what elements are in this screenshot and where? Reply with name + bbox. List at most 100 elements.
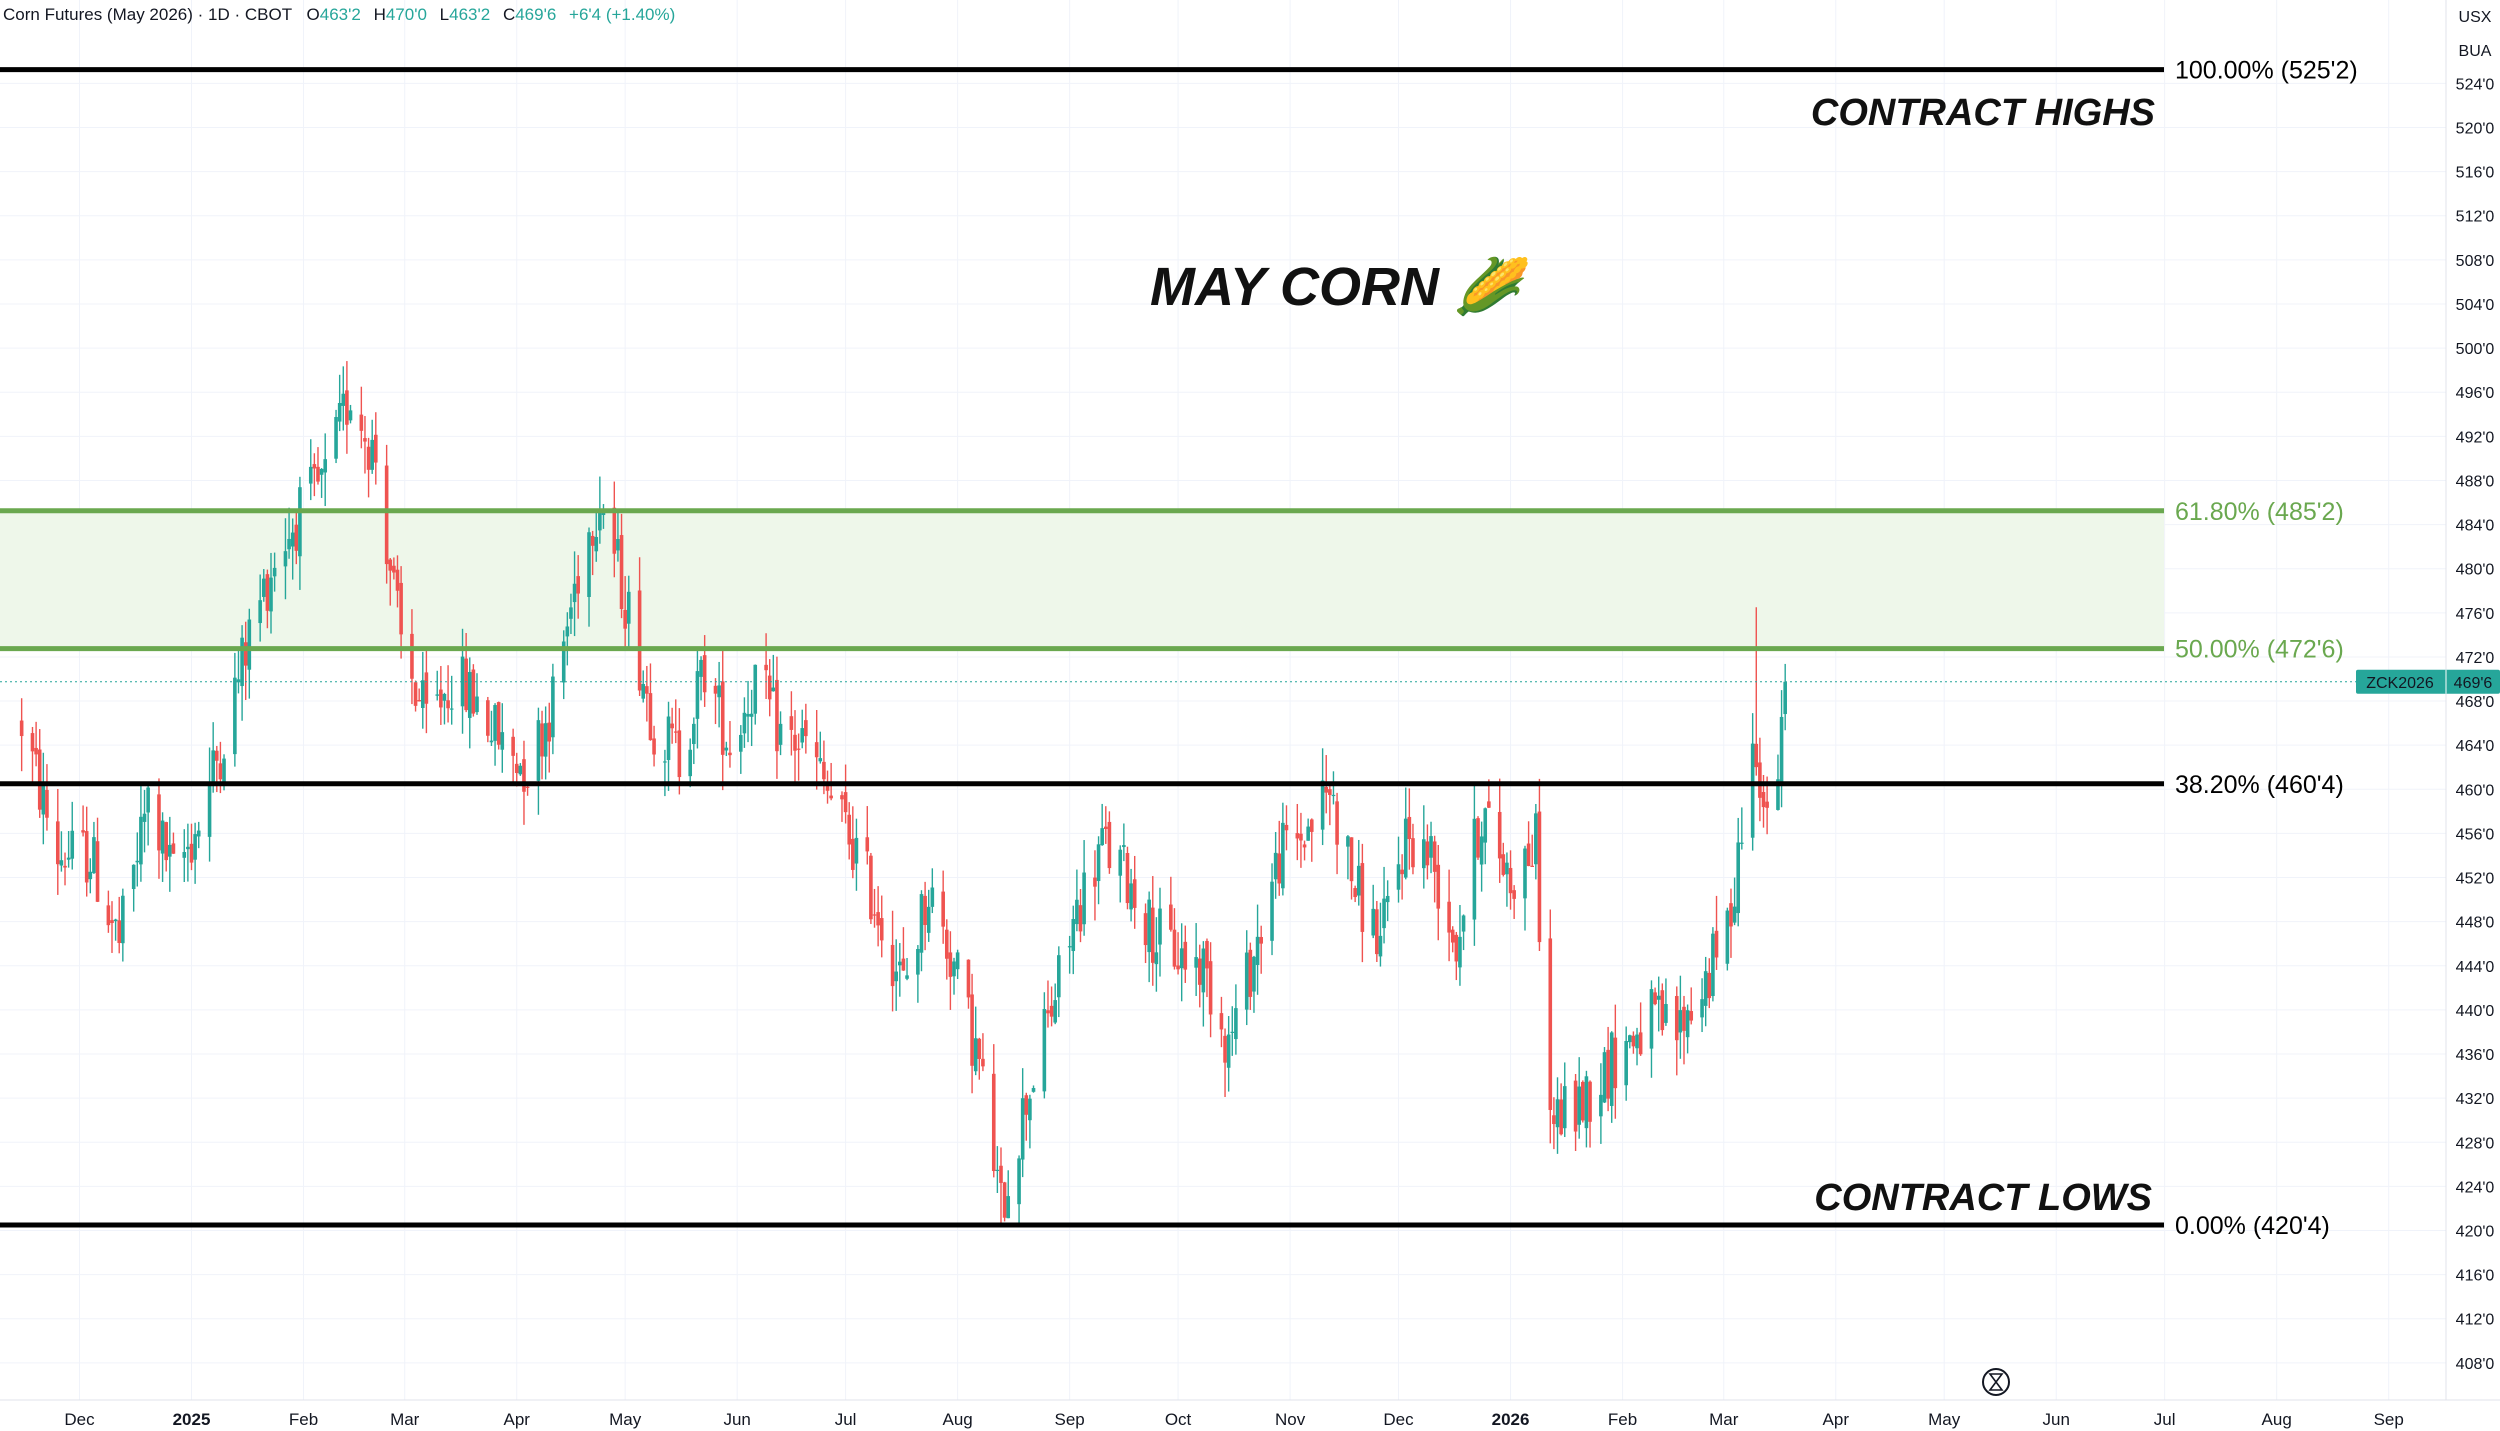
candle <box>207 747 212 862</box>
candle-body <box>59 860 64 866</box>
candle-body <box>435 694 440 696</box>
candle <box>1277 820 1282 896</box>
candle <box>977 1037 982 1080</box>
candle-body <box>511 736 515 756</box>
candle-body <box>594 536 599 552</box>
candle-body <box>1103 826 1108 830</box>
candle-body <box>1425 841 1430 866</box>
candle <box>1476 816 1480 860</box>
candle-body <box>1660 990 1665 1031</box>
candle <box>637 557 642 697</box>
candle-body <box>1432 841 1437 872</box>
candle-body <box>854 837 859 864</box>
candle-body <box>1476 818 1480 858</box>
candle-body <box>1295 833 1300 839</box>
candle-body <box>1324 786 1329 793</box>
candle-body <box>496 702 501 745</box>
candle-body <box>34 747 38 755</box>
candle-body <box>388 559 393 571</box>
contract-lows-label: CONTRACT LOWS <box>1814 1177 2152 1219</box>
candle-body <box>1122 845 1126 848</box>
candle <box>337 374 342 432</box>
candle <box>1425 824 1430 880</box>
candle-body <box>1501 854 1506 875</box>
candle-body <box>272 567 277 577</box>
candle-body <box>869 855 873 920</box>
candle-body <box>41 783 46 815</box>
candle-body <box>977 1038 982 1059</box>
candle <box>673 699 678 744</box>
candle <box>746 680 750 743</box>
candle <box>1194 923 1198 997</box>
candle <box>793 710 797 785</box>
candle <box>1396 836 1401 903</box>
candle <box>789 691 794 756</box>
candle-body <box>1396 864 1401 890</box>
candle <box>489 710 494 746</box>
candle-body <box>1385 895 1390 903</box>
candle-body <box>1197 958 1202 985</box>
candle-body <box>894 971 898 982</box>
candle <box>930 868 935 914</box>
candle-body <box>211 750 215 782</box>
candle <box>771 654 776 692</box>
candle-body <box>1132 879 1137 908</box>
time-axis[interactable]: Dec 2025 Feb Mar Apr May Jun Jul Aug Sep Oct Nov Dec… <box>64 1410 2403 1429</box>
candle-body <box>746 713 750 717</box>
candle-body <box>424 672 429 704</box>
candle <box>677 708 682 795</box>
price-axis[interactable]: 408'0 412'0 416'0 420'0 424'0 428'0 432'0 436'0… <box>2456 76 2495 1372</box>
candle-body <box>1067 946 1072 948</box>
candle-body <box>334 417 338 459</box>
x-tick-label: Mar <box>390 1410 420 1429</box>
legend-close-label: C <box>503 5 515 24</box>
candle <box>449 675 454 725</box>
candle <box>157 778 161 879</box>
candle <box>1703 956 1708 1027</box>
candle-body <box>966 959 971 998</box>
y-tick-label: 472'0 <box>2456 650 2495 667</box>
candle <box>1158 887 1162 977</box>
candle-body <box>1208 961 1213 1015</box>
candle <box>1107 811 1112 874</box>
candle <box>1732 877 1737 926</box>
candle <box>1356 839 1361 906</box>
candle-body <box>1653 992 1657 1005</box>
candle <box>966 959 971 1009</box>
x-tick-label: 2025 <box>173 1410 211 1429</box>
candle <box>1599 1063 1603 1144</box>
candle-body <box>1609 1032 1614 1106</box>
candle <box>941 870 945 944</box>
candle-body <box>1454 934 1459 962</box>
candle-body <box>648 693 653 741</box>
candle <box>1259 925 1263 974</box>
candle-body <box>110 920 114 924</box>
candle <box>728 721 732 768</box>
candle-body <box>1779 716 1784 786</box>
candle <box>1454 931 1459 981</box>
candle-body <box>1129 883 1133 910</box>
candle-body <box>1754 743 1759 768</box>
candle <box>1559 1083 1563 1136</box>
candle <box>948 931 953 1010</box>
candle-body <box>738 734 743 752</box>
hourglass-icon[interactable] <box>1982 1368 2010 1396</box>
candle <box>840 791 844 822</box>
y-tick-label: 428'0 <box>2456 1135 2495 1152</box>
candle <box>334 409 338 464</box>
y-tick-label: 420'0 <box>2456 1224 2495 1241</box>
candle <box>1548 909 1553 1144</box>
candle <box>196 821 201 849</box>
candle <box>164 821 169 872</box>
candle <box>1501 842 1506 877</box>
candle <box>1447 869 1451 962</box>
candle <box>117 896 122 954</box>
fib-label: 61.80% (485'2) <box>2175 498 2344 526</box>
candle <box>1609 1031 1614 1123</box>
y-tick-label: 440'0 <box>2456 1003 2495 1020</box>
candle <box>1346 835 1350 880</box>
legend-low-value: 463'2 <box>449 5 490 24</box>
candle <box>1129 868 1133 922</box>
candle-body <box>637 590 642 691</box>
